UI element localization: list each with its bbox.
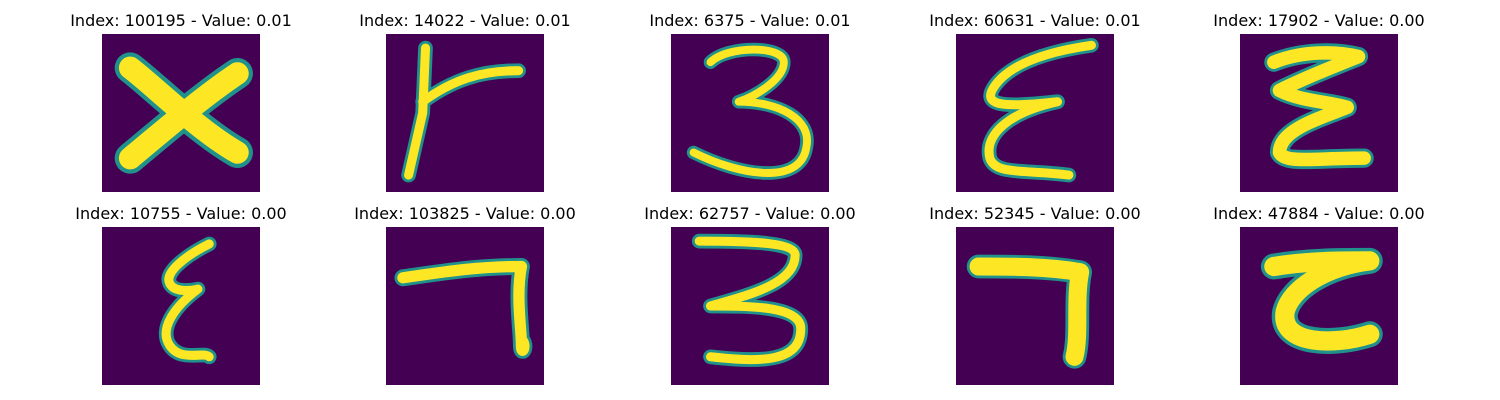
seven-thick-shape-image <box>956 227 1114 385</box>
epsilon-shape-image <box>956 34 1114 192</box>
c-shape-image <box>1240 227 1398 385</box>
three-shape-image <box>671 34 829 192</box>
epsilon-wide-shape-image <box>1240 34 1398 192</box>
panel-title: Index: 52345 - Value: 0.00 <box>929 204 1141 223</box>
epsilon-narrow-shape-image <box>102 227 260 385</box>
panel-title: Index: 17902 - Value: 0.00 <box>1213 11 1425 30</box>
panel-title: Index: 14022 - Value: 0.01 <box>359 11 571 30</box>
panel-title: Index: 60631 - Value: 0.01 <box>929 11 1141 30</box>
panel-title: Index: 62757 - Value: 0.00 <box>644 204 856 223</box>
seven-shape-image <box>386 227 544 385</box>
panel-title: Index: 47884 - Value: 0.00 <box>1213 204 1425 223</box>
r-shape-image <box>386 34 544 192</box>
panel-title: Index: 10755 - Value: 0.00 <box>75 204 287 223</box>
panel-title: Index: 6375 - Value: 0.01 <box>649 11 851 30</box>
panel-title: Index: 100195 - Value: 0.01 <box>70 11 292 30</box>
three-tall-shape-image <box>671 227 829 385</box>
panel-title: Index: 103825 - Value: 0.00 <box>354 204 576 223</box>
x-shape-image <box>102 34 260 192</box>
